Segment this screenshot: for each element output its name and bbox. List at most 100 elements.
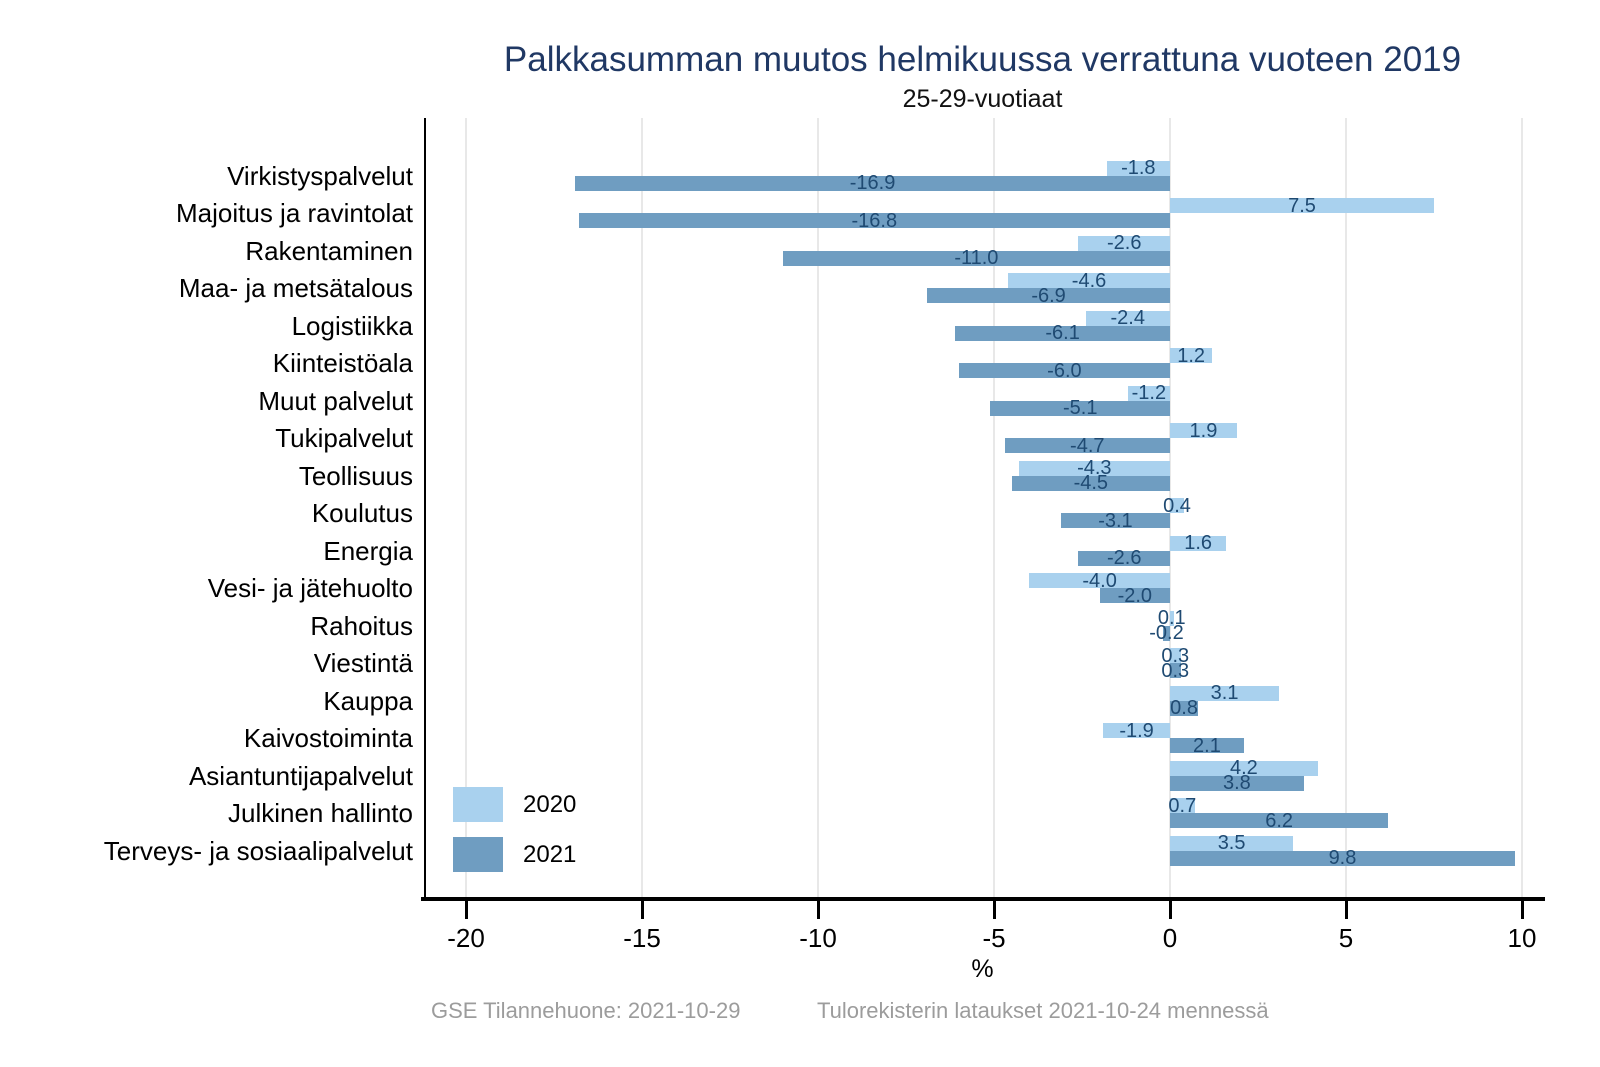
category-label: Logistiikka <box>291 310 413 341</box>
category-label: Tukipalvelut <box>275 423 413 453</box>
bar-2020 <box>1008 273 1170 288</box>
bar-2020 <box>1106 160 1170 176</box>
value-label-2021: 3.8 <box>1222 772 1251 794</box>
bar-2021 <box>1099 588 1170 603</box>
value-label-2020: 0.7 <box>1168 794 1197 817</box>
x-tick-mark <box>1344 901 1348 919</box>
bar-2020 <box>1170 348 1213 363</box>
value-label-2020: -4.3 <box>1077 457 1112 479</box>
category-label: Asiantuntijapalvelut <box>188 760 413 791</box>
value-label-2021: -16.9 <box>849 172 896 194</box>
chart-subtitle: 25-29-vuotiaat <box>902 85 1063 113</box>
bar-2020 <box>1170 798 1195 813</box>
bar-2020 <box>1170 760 1318 776</box>
category-label: Rahoitus <box>310 610 413 641</box>
value-label-2020: -1.8 <box>1121 157 1156 179</box>
value-label-2020: 1.2 <box>1177 344 1206 367</box>
value-label-2021: -3.1 <box>1098 509 1133 532</box>
legend-label-2021: 2021 <box>523 841 577 868</box>
value-label-2020: -1.2 <box>1131 382 1167 404</box>
bar-2020 <box>1103 723 1170 738</box>
bar-2021 <box>782 250 1170 266</box>
bar-2021 <box>1170 813 1389 828</box>
x-tick-label: -5 <box>982 923 1006 953</box>
value-label-2021: -4.7 <box>1070 434 1105 457</box>
x-tick-label: 0 <box>1162 923 1178 953</box>
x-tick-label: -15 <box>623 923 661 953</box>
bar-2020 <box>1170 835 1294 851</box>
value-label-2020: -2.6 <box>1107 232 1142 254</box>
category-label: Teollisuus <box>298 460 413 491</box>
value-label-2020: -4.0 <box>1082 569 1117 592</box>
category-label: Kaivostoiminta <box>243 723 413 753</box>
x-tick-mark <box>1168 901 1172 919</box>
bar-2021 <box>578 213 1170 228</box>
value-label-2021: -2.6 <box>1107 547 1142 569</box>
value-label-2020: 1.6 <box>1184 532 1213 554</box>
y-axis-line <box>424 118 426 901</box>
value-label-2021: -0.2 <box>1149 622 1184 644</box>
bar-2021 <box>1162 625 1170 641</box>
category-label: Maa- ja metsätalous <box>178 273 413 303</box>
value-label-2021: 0.3 <box>1161 659 1190 682</box>
value-label-2020: -2.4 <box>1110 307 1145 329</box>
category-label: Rakentaminen <box>245 235 413 266</box>
value-label-2020: 7.5 <box>1288 194 1316 217</box>
x-axis-label: % <box>971 955 994 983</box>
gridline <box>817 118 819 897</box>
value-label-2020: 1.9 <box>1189 419 1218 442</box>
bar-2021 <box>1170 850 1515 866</box>
category-label: Julkinen hallinto <box>227 798 413 828</box>
value-label-2021: -6.9 <box>1031 284 1066 307</box>
gridline <box>993 118 995 897</box>
legend-swatch-2021 <box>453 837 503 872</box>
x-tick-label: 10 <box>1507 923 1537 953</box>
bar-2020 <box>1170 498 1185 513</box>
category-label: Viestintä <box>313 648 413 678</box>
value-label-2020: 3.1 <box>1210 682 1239 704</box>
x-tick-mark <box>992 901 996 919</box>
value-label-2021: -5.1 <box>1063 397 1098 419</box>
bar-2020 <box>1127 385 1170 401</box>
bar-2020 <box>1029 573 1170 588</box>
bar-2020 <box>1170 535 1227 551</box>
value-label-2020: -4.6 <box>1071 269 1107 292</box>
bar-2020 <box>1170 685 1280 701</box>
value-label-2021: -6.1 <box>1045 322 1080 344</box>
gridline <box>1521 118 1523 897</box>
bar-2021 <box>1170 738 1244 753</box>
x-axis-line <box>421 897 1545 901</box>
gridline <box>1345 118 1347 897</box>
value-label-2021: 9.8 <box>1328 847 1357 869</box>
value-label-2020: 0.3 <box>1161 644 1190 667</box>
category-label: Majoitus ja ravintolat <box>176 198 413 228</box>
bar-2021 <box>927 288 1170 303</box>
category-label: Kiinteistöala <box>272 348 413 378</box>
category-label: Energia <box>323 535 413 566</box>
category-label: Vesi- ja jätehuolto <box>207 573 413 603</box>
value-label-2021: -2.0 <box>1117 584 1153 607</box>
bar-2020 <box>1085 310 1170 326</box>
chart-title: Palkkasumman muutos helmikuussa verrattu… <box>503 40 1462 79</box>
category-label: Koulutus <box>311 498 413 528</box>
x-tick-mark <box>464 901 468 919</box>
footer-note: Tulorekisterin lataukset 2021-10-24 menn… <box>817 998 1269 1023</box>
bar-2020 <box>1018 460 1170 476</box>
x-tick-mark <box>1520 901 1524 919</box>
bar-2021 <box>1078 550 1170 566</box>
value-label-2021: -6.0 <box>1047 359 1082 382</box>
value-label-2021: -16.8 <box>851 209 898 232</box>
bar-2021 <box>958 363 1170 378</box>
category-label: Virkistyspalvelut <box>227 160 413 191</box>
value-label-2020: 4.2 <box>1230 757 1258 779</box>
bar-2020 <box>1170 198 1434 213</box>
bar-2021 <box>1170 663 1181 678</box>
value-label-2020: -1.9 <box>1119 719 1154 742</box>
value-label-2020: 0.1 <box>1157 607 1186 629</box>
bar-2021 <box>1170 775 1304 791</box>
gridline <box>465 118 467 897</box>
value-label-2020: 0.4 <box>1163 494 1191 517</box>
x-tick-label: -10 <box>799 923 837 953</box>
bar-2021 <box>575 175 1170 191</box>
